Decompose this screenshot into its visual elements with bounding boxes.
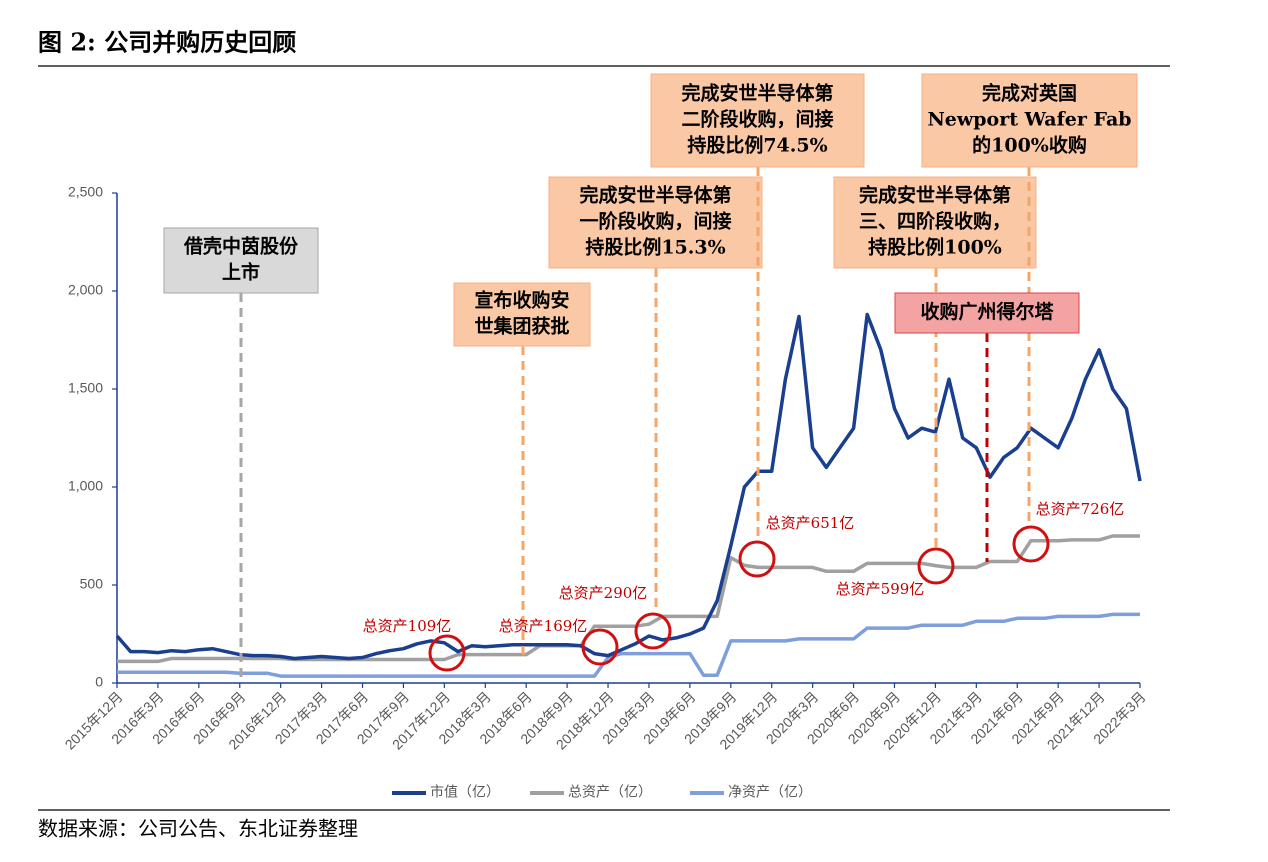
annotation-box bbox=[921, 73, 1138, 168]
callout-text: 总资产169亿 bbox=[499, 617, 588, 635]
y-tick-label: 2,000 bbox=[68, 282, 103, 298]
annotation-text: 的100%收购 bbox=[972, 134, 1087, 157]
annotation-text: 完成安世半导体第 bbox=[859, 184, 1011, 207]
callout-circle bbox=[1012, 525, 1050, 563]
annotation-text: 一阶段收购，间接 bbox=[579, 210, 731, 233]
annotation-box bbox=[833, 176, 1037, 269]
annotation-text: 持股比例74.5% bbox=[687, 134, 827, 157]
annotation-box bbox=[163, 227, 319, 294]
annotation-text: Newport Wafer Fab bbox=[927, 109, 1131, 131]
source: 数据来源：公司公告、东北证券整理 bbox=[38, 817, 358, 841]
series-line bbox=[115, 312, 1142, 661]
callout-text: 总资产109亿 bbox=[363, 617, 452, 635]
callout-text: 总资产599亿 bbox=[836, 580, 925, 598]
callout-circle bbox=[738, 540, 776, 578]
callout-circle bbox=[428, 634, 466, 672]
annotation-text: 持股比例100% bbox=[868, 236, 1002, 259]
annotation-box bbox=[453, 282, 591, 347]
annotation-text: 三、四阶段收购， bbox=[859, 210, 1011, 233]
callout-circle bbox=[634, 612, 672, 650]
annotation-text: 上市 bbox=[222, 261, 260, 284]
callout-text: 总资产290亿 bbox=[559, 584, 648, 602]
y-tick-label: 500 bbox=[80, 576, 104, 592]
legend-label: 市值（亿） bbox=[430, 784, 500, 800]
annotation-text: 完成对英国 bbox=[982, 82, 1077, 105]
annotation-text: 世集团获批 bbox=[474, 315, 569, 338]
callout-text: 总资产726亿 bbox=[1036, 500, 1125, 518]
y-tick-label: 2,500 bbox=[68, 184, 103, 200]
series-line bbox=[117, 612, 1140, 678]
callout-circle bbox=[917, 547, 955, 585]
annotation-text: 宣布收购安 bbox=[474, 289, 569, 312]
annotation-text: 借壳中茵股份 bbox=[183, 235, 299, 258]
annotation-text: 持股比例15.3% bbox=[585, 236, 725, 259]
y-tick-label: 0 bbox=[95, 674, 103, 690]
callout-text: 总资产651亿 bbox=[766, 514, 855, 532]
legend-label: 净资产（亿） bbox=[728, 784, 812, 800]
legend-label: 总资产（亿） bbox=[568, 784, 652, 800]
y-tick-label: 1,000 bbox=[68, 478, 103, 494]
chart-title: 图 2: 公司并购历史回顾 bbox=[38, 28, 296, 57]
annotation-text: 二阶段收购，间接 bbox=[681, 108, 833, 131]
annotation-box bbox=[894, 292, 1080, 334]
y-tick-label: 1,500 bbox=[68, 380, 103, 396]
callout-circle bbox=[581, 628, 619, 666]
annotation-text: 收购广州得尔塔 bbox=[920, 300, 1054, 323]
annotation-text: 完成安世半导体第 bbox=[681, 82, 833, 105]
annotation-box bbox=[548, 176, 763, 269]
annotation-text: 完成安世半导体第 bbox=[579, 184, 731, 207]
annotation-box bbox=[650, 73, 865, 168]
